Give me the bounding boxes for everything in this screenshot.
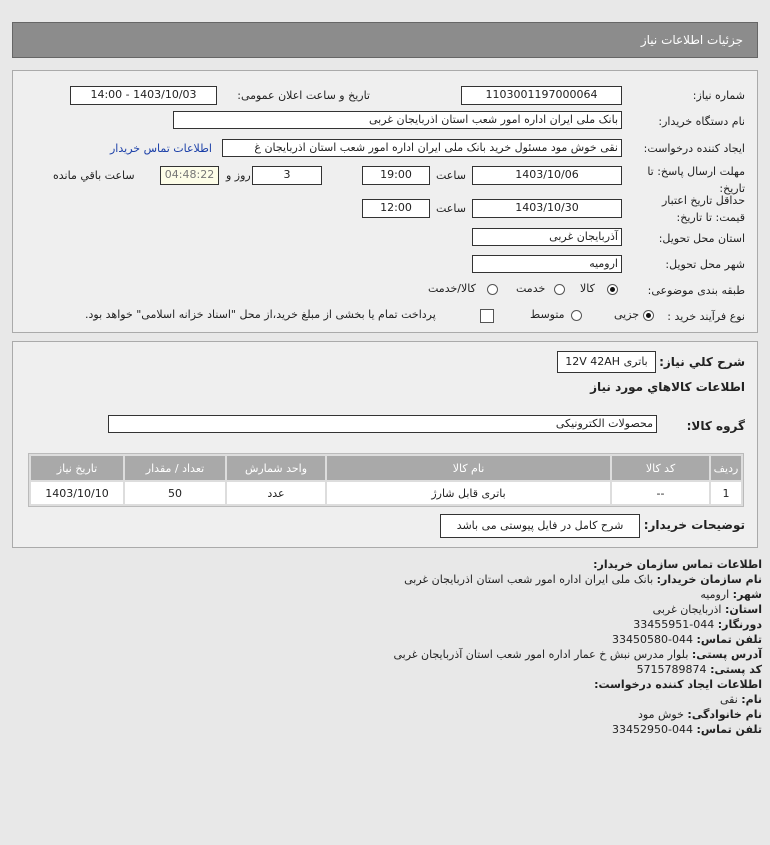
validity-label-2: قیمت: تا تاریخ: — [676, 211, 745, 224]
contact-value: نقی — [719, 693, 738, 706]
category-label: طبقه بندی موضوعی: — [647, 284, 745, 297]
buyer-contact-link[interactable]: اطلاعات تماس خریدار — [110, 142, 212, 155]
need-number-label: شماره نیاز: — [692, 89, 745, 102]
cell-name: باتری قابل شارژ — [327, 482, 610, 504]
contact-value: 044-33455951 — [633, 618, 715, 631]
process-radio-medium[interactable] — [571, 310, 582, 321]
province-field: آذربایجان غربی — [472, 228, 622, 246]
category-option-both: کالا/خدمت — [428, 282, 476, 295]
creator-label: ایجاد کننده درخواست: — [643, 142, 745, 155]
table-header-row: ردیف کد کالا نام کالا واحد شمارش تعداد /… — [31, 456, 741, 480]
contact-line: آدرس پستی: بلوار مدرس نبش خ عمار اداره ا… — [22, 647, 762, 662]
col-date: تاریخ نیاز — [31, 456, 123, 480]
creator-field: نقی خوش مود مسئول خرید بانک ملی ایران اد… — [222, 139, 622, 157]
table-row: 1 -- باتری قابل شارژ عدد 50 1403/10/10 — [31, 482, 741, 504]
contact-value: بلوار مدرس نبش خ عمار اداره امور شعب است… — [393, 648, 689, 661]
days-field: 3 — [252, 166, 322, 185]
province-label: استان محل تحویل: — [658, 232, 745, 245]
contact-line: استان: اذربایجان غربی — [22, 602, 762, 617]
contact-value: 044-33450580 — [612, 633, 694, 646]
needs-panel — [12, 341, 758, 548]
need-number-field: 1103001197000064 — [461, 86, 622, 105]
description-field: باتری 12V 42AH — [557, 351, 656, 373]
contact-key: نام سازمان خریدار: — [656, 573, 762, 586]
contact-line: نام سازمان خریدار: بانک ملی ایران اداره … — [22, 572, 762, 587]
contact-key: استان: — [725, 603, 762, 616]
category-radio-both[interactable] — [487, 284, 498, 295]
page-header: جزئیات اطلاعات نیاز — [12, 22, 758, 58]
process-radio-minor[interactable] — [643, 310, 654, 321]
col-row: ردیف — [711, 456, 741, 480]
contact-line: نام: نقی — [22, 692, 762, 707]
remaining-time-field: 04:48:22 — [160, 166, 219, 185]
contact-line: تلفن تماس: 044-33450580 — [22, 632, 762, 647]
cell-date: 1403/10/10 — [31, 482, 123, 504]
contact-value: اذربایجان غربی — [652, 603, 722, 616]
days-label: روز و — [226, 169, 251, 182]
creator-title: اطلاعات ایجاد کننده درخواست: — [594, 678, 762, 691]
contact-key: شهر: — [732, 588, 762, 601]
contact-key: آدرس پستی: — [691, 648, 762, 661]
validity-label: حداقل تاریخ اعتبار — [661, 194, 745, 207]
items-table: ردیف کد کالا نام کالا واحد شمارش تعداد /… — [28, 453, 744, 507]
contact-value: 5715789874 — [636, 663, 707, 676]
payment-note: پرداخت تمام یا بخشی از مبلغ خرید،از محل … — [85, 308, 436, 321]
deadline-time-field: 19:00 — [362, 166, 430, 185]
validity-time-label: ساعت — [436, 202, 466, 215]
category-option-goods: کالا — [580, 282, 595, 295]
contact-value: ارومیه — [700, 588, 730, 601]
contact-line: نام خانوادگی: خوش مود — [22, 707, 762, 722]
contact-line: تلفن تماس: 044-33452950 — [22, 722, 762, 737]
col-code: کد کالا — [612, 456, 709, 480]
category-radio-goods[interactable] — [607, 284, 618, 295]
contact-section: اطلاعات تماس سازمان خریدار: نام سازمان خ… — [22, 557, 762, 737]
notes-field: شرح کامل در فایل پیوستی می باشد — [440, 514, 640, 538]
city-label: شهر محل تحویل: — [665, 258, 745, 271]
buyer-label: نام دستگاه خریدار: — [658, 115, 745, 128]
contact-key: کد پستی: — [710, 663, 762, 676]
contact-key: دورنگار: — [717, 618, 762, 631]
contact-key: تلفن تماس: — [696, 633, 762, 646]
description-label: شرح كلي نياز: — [659, 355, 745, 369]
contact-key: تلفن تماس: — [696, 723, 762, 736]
contact-line: دورنگار: 044-33455951 — [22, 617, 762, 632]
cell-row: 1 — [711, 482, 741, 504]
contact-line: شهر: ارومیه — [22, 587, 762, 602]
contact-value: 044-33452950 — [612, 723, 694, 736]
time-label: ساعت — [436, 169, 466, 182]
contact-key: نام: — [741, 693, 762, 706]
page-title: جزئیات اطلاعات نیاز — [640, 33, 743, 47]
cell-qty: 50 — [125, 482, 225, 504]
payment-checkbox[interactable] — [480, 309, 494, 323]
contact-key: نام خانوادگی: — [687, 708, 762, 721]
contact-title: اطلاعات تماس سازمان خریدار: — [593, 558, 762, 571]
contact-line: کد پستی: 5715789874 — [22, 662, 762, 677]
deadline-label: مهلت ارسال پاسخ: تا — [647, 165, 745, 178]
validity-date-field: 1403/10/30 — [472, 199, 622, 218]
city-field: ارومیه — [472, 255, 622, 273]
process-option-medium: متوسط — [530, 308, 565, 321]
group-label: گروه کالا: — [686, 419, 745, 433]
cell-code: -- — [612, 482, 709, 504]
buyer-field: بانک ملی ایران اداره امور شعب استان اذرب… — [173, 111, 622, 129]
remaining-label: ساعت باقي مانده — [53, 169, 135, 182]
process-label: نوع فرآیند خرید : — [667, 310, 745, 323]
deadline-label-2: تاریخ: — [719, 182, 745, 195]
col-unit: واحد شمارش — [227, 456, 325, 480]
group-field: محصولات الکترونیکی — [108, 415, 657, 433]
cell-unit: عدد — [227, 482, 325, 504]
notes-label: توضیحات خریدار: — [643, 518, 745, 532]
category-option-service: خدمت — [516, 282, 546, 295]
deadline-date-field: 1403/10/06 — [472, 166, 622, 185]
col-qty: تعداد / مقدار — [125, 456, 225, 480]
items-title: اطلاعات كالاهاي مورد نياز — [590, 380, 745, 394]
category-radio-service[interactable] — [554, 284, 565, 295]
contact-value: بانک ملی ایران اداره امور شعب استان اذرب… — [404, 573, 654, 586]
announce-label: تاریخ و ساعت اعلان عمومی: — [237, 89, 370, 102]
contact-value: خوش مود — [638, 708, 684, 721]
process-option-minor: جزیی — [614, 308, 640, 321]
announce-field: 1403/10/03 - 14:00 — [70, 86, 217, 105]
col-name: نام کالا — [327, 456, 610, 480]
validity-time-field: 12:00 — [362, 199, 430, 218]
